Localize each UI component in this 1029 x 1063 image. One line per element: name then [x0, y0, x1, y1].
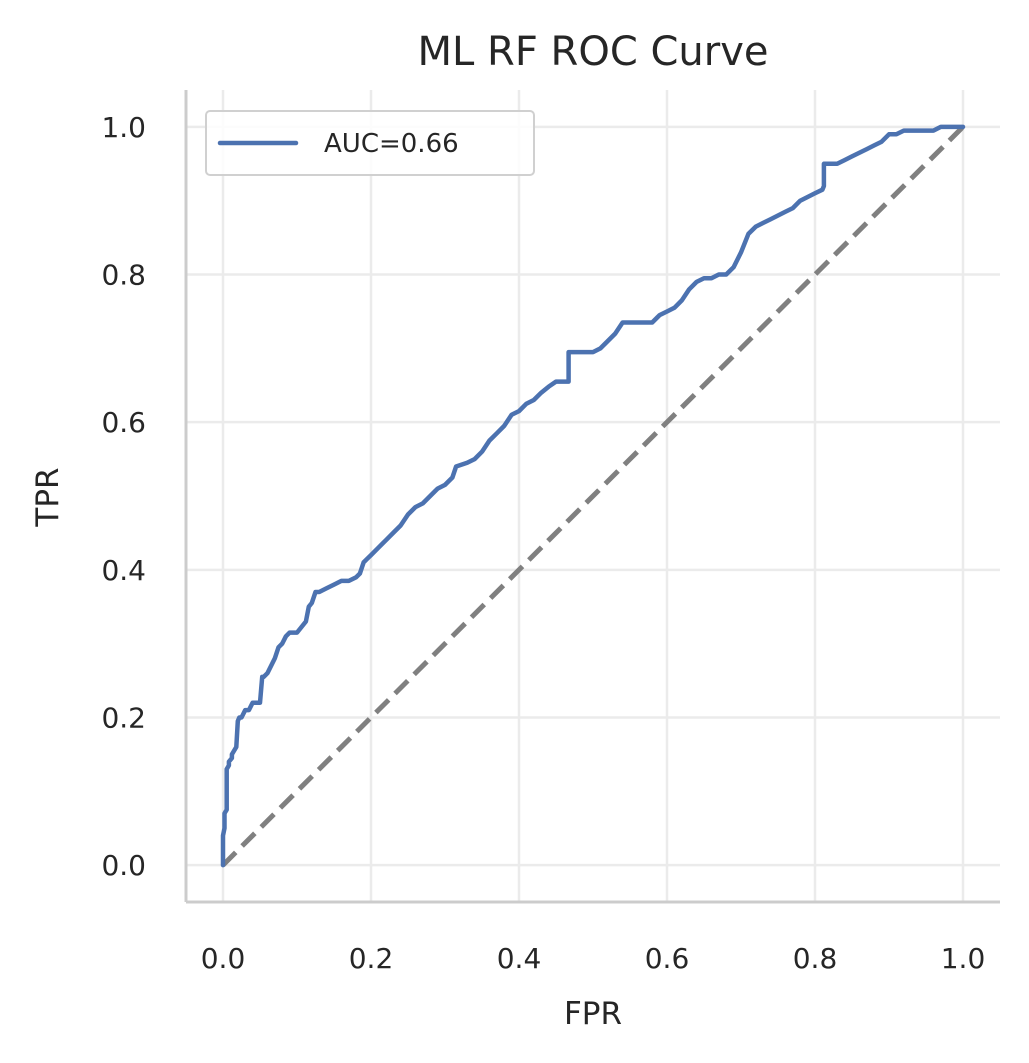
chance-diagonal-line — [221, 125, 965, 867]
y-tick-label: 0.8 — [101, 259, 146, 292]
y-axis-label: TPR — [30, 467, 66, 527]
roc-curve-line — [220, 124, 966, 868]
y-tick-label: 0.0 — [101, 849, 146, 882]
x-tick-label: 0.8 — [793, 942, 838, 975]
y-tick-label: 0.4 — [101, 554, 146, 587]
x-axis-label: FPR — [564, 996, 622, 1032]
x-tick-label: 0.6 — [645, 942, 690, 975]
chart-title: ML RF ROC Curve — [418, 29, 769, 75]
x-tick-label: 0.0 — [201, 942, 246, 975]
tick-labels: 0.0 0.2 0.4 0.6 0.8 1.0 0.0 0.2 0.4 0.6 0.8 1.0 — [101, 111, 985, 975]
y-tick-label: 0.2 — [101, 701, 146, 734]
axes-spines — [184, 90, 1000, 904]
legend: AUC=0.66 — [205, 110, 535, 176]
x-tick-label: 0.2 — [349, 942, 394, 975]
y-tick-label: 1.0 — [101, 111, 146, 144]
legend-box — [205, 110, 535, 176]
x-tick-label: 1.0 — [941, 942, 986, 975]
series-layer — [220, 124, 966, 868]
legend-label: AUC=0.66 — [324, 129, 459, 159]
x-tick-label: 0.4 — [497, 942, 542, 975]
y-tick-label: 0.6 — [101, 406, 146, 439]
